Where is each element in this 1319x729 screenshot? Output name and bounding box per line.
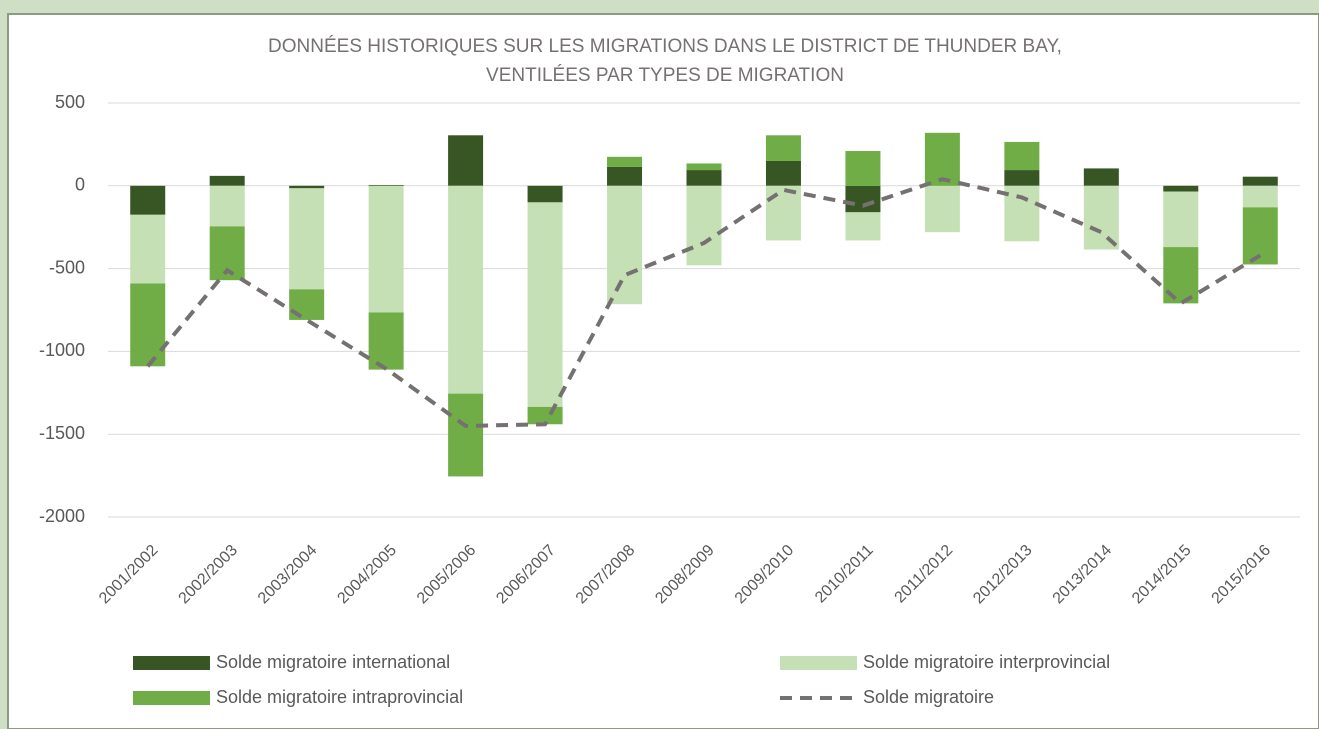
bar-segment (686, 170, 722, 186)
bar-segment (1004, 185, 1040, 242)
legend-label: Solde migratoire (863, 687, 994, 707)
bar-segment (607, 166, 643, 186)
legend-swatch (133, 656, 210, 670)
line-series (146, 177, 1262, 428)
bar-segment (130, 185, 166, 215)
bar-segment (130, 283, 166, 367)
bar-segment (1242, 185, 1278, 208)
chart-title: VENTILÉES PAR TYPES DE MIGRATION (486, 65, 844, 86)
bar-segment (765, 160, 801, 186)
bar-segment (1163, 191, 1199, 248)
legend-swatch (133, 691, 210, 705)
bar-segment (845, 151, 881, 186)
bar-segment (527, 185, 563, 203)
legend-label: Solde migratoire intraprovincial (216, 687, 463, 707)
bar-segment (686, 185, 722, 266)
bar-segment (289, 289, 325, 320)
bar-segment (368, 312, 404, 370)
legend-swatch (780, 656, 857, 670)
bar-segment (1163, 185, 1199, 192)
bar-segment (130, 214, 166, 284)
bar-segment (448, 135, 484, 186)
bar-segment (209, 175, 245, 186)
bar-segment (686, 163, 722, 171)
bar-segment (1242, 207, 1278, 265)
bar-segment (448, 393, 484, 477)
bar-segment (1004, 141, 1040, 171)
bar-segment (845, 212, 881, 241)
bar-segment (1083, 185, 1119, 250)
bar-segment (289, 185, 325, 189)
bar-segment (765, 135, 801, 161)
bar-segment (448, 185, 484, 394)
bar-segment (1242, 176, 1278, 186)
bar-segment (368, 185, 404, 313)
y-tick-label: -500 (49, 257, 85, 277)
y-tick-label: 500 (55, 92, 85, 112)
bar-segment (924, 132, 960, 186)
bar-segment (607, 185, 643, 305)
bar-segment (1004, 170, 1040, 186)
y-tick-label: -1000 (39, 340, 85, 360)
bar-segment (368, 184, 404, 186)
y-tick-label: -2000 (39, 506, 85, 526)
bar-segment (924, 185, 960, 233)
chart-panel (7, 13, 1319, 729)
bar-segment (845, 185, 881, 213)
chart-title: DONNÉES HISTORIQUES SUR LES MIGRATIONS D… (268, 36, 1062, 57)
y-tick-label: -1500 (39, 423, 85, 443)
bar-segment (1083, 168, 1119, 186)
y-tick-label: 0 (75, 175, 85, 195)
legend-label: Solde migratoire interprovincial (863, 652, 1110, 672)
bar-segment (289, 188, 325, 290)
bar-segment (765, 185, 801, 241)
legend-label: Solde migratoire international (216, 652, 450, 672)
bar-segment (527, 202, 563, 407)
bar-segment (607, 156, 643, 167)
bar-segment (209, 185, 245, 227)
